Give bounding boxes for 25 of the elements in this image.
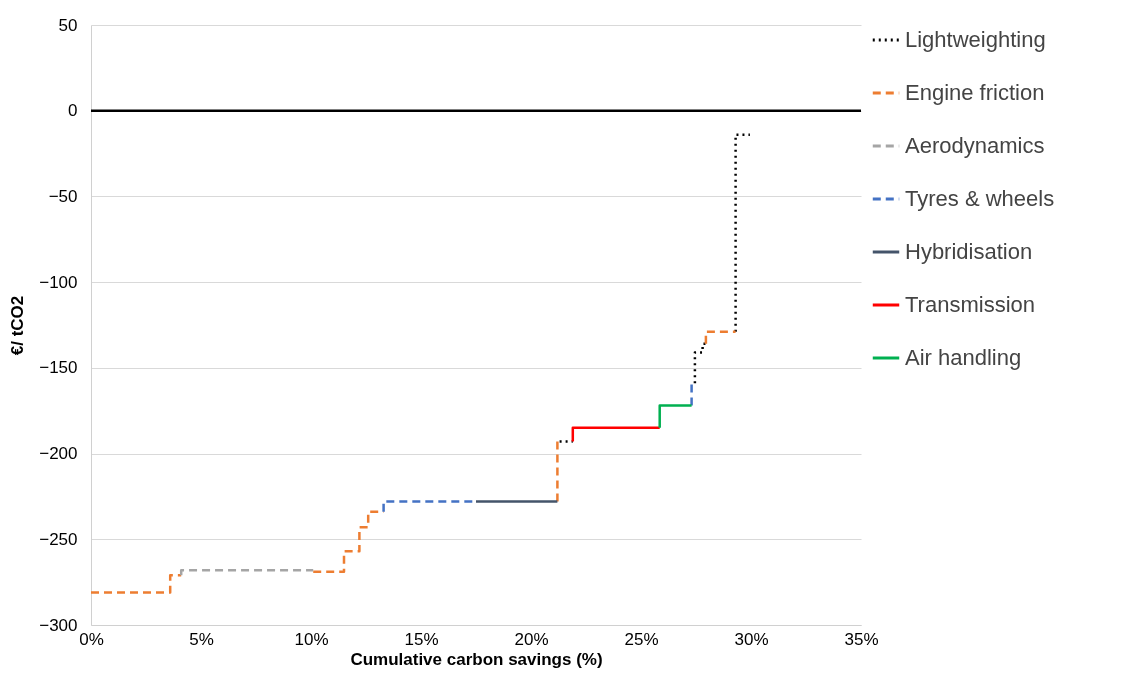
legend-label: Air handling xyxy=(905,345,1022,370)
x-tick-label: 0% xyxy=(79,629,104,649)
y-tick-label: −300 xyxy=(39,615,78,635)
y-tick-label: −150 xyxy=(39,358,78,378)
legend-label: Engine friction xyxy=(905,80,1045,105)
y-axis-title: €/ tCO2 xyxy=(8,295,28,356)
legend-label: Tyres & wheels xyxy=(905,186,1055,211)
x-tick-label: 15% xyxy=(404,629,439,649)
y-tick-label: 50 xyxy=(58,15,78,35)
x-axis-title: Cumulative carbon savings (%) xyxy=(350,649,603,669)
y-tick-label: −50 xyxy=(48,186,78,206)
x-tick-label: 20% xyxy=(514,629,549,649)
y-tick-label: 0 xyxy=(68,101,78,121)
x-tick-label: 10% xyxy=(294,629,329,649)
legend-label: Lightweighting xyxy=(905,27,1046,52)
y-tick-label: −250 xyxy=(39,529,78,549)
legend-label: Hybridisation xyxy=(905,239,1033,264)
legend-label: Transmission xyxy=(905,292,1035,317)
legend-label: Aerodynamics xyxy=(905,133,1045,158)
y-tick-label: −200 xyxy=(39,444,78,464)
x-tick-label: 30% xyxy=(734,629,769,649)
y-tick-label: −100 xyxy=(39,272,78,292)
x-tick-label: 25% xyxy=(624,629,659,649)
x-tick-label: 35% xyxy=(844,629,879,649)
x-tick-label: 5% xyxy=(189,629,214,649)
